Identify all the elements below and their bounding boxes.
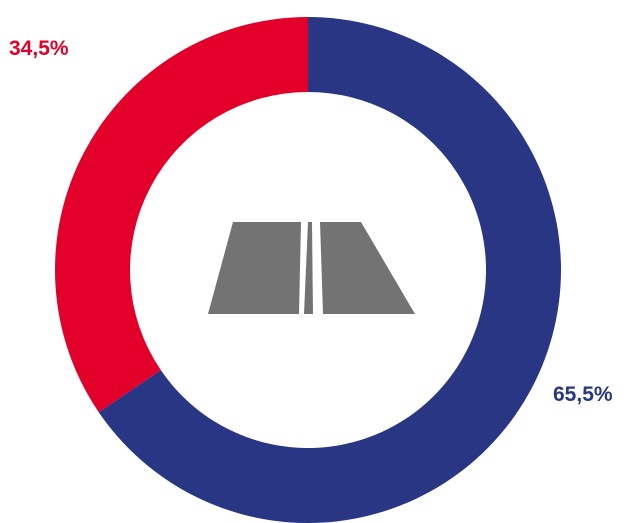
road-icon bbox=[208, 222, 415, 314]
donut-slice-2 bbox=[54, 17, 308, 413]
donut-slice-1 bbox=[98, 17, 561, 523]
donut-slices bbox=[54, 17, 561, 523]
slice-label-red: 34,5% bbox=[9, 37, 69, 60]
slice-label-blue: 65,5% bbox=[553, 383, 613, 406]
